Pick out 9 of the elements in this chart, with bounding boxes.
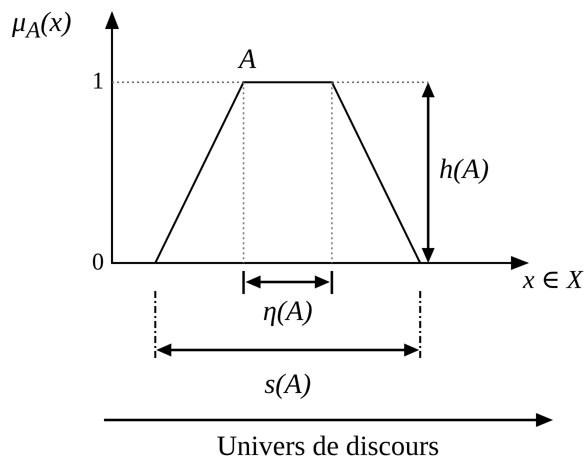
y-axis-title: μ$_{A}$(x) <box>12 7 72 44</box>
y-tick-label: 0 <box>92 249 104 276</box>
annotation: h(A) <box>439 154 489 186</box>
text: s(A) <box>264 369 312 401</box>
text: η(A) <box>262 296 313 328</box>
x-axis-title: x ∈ X <box>523 265 583 295</box>
text: Univers de discours <box>216 431 440 463</box>
series-label: A <box>237 44 258 76</box>
y-tick-label: 1 <box>92 68 104 95</box>
